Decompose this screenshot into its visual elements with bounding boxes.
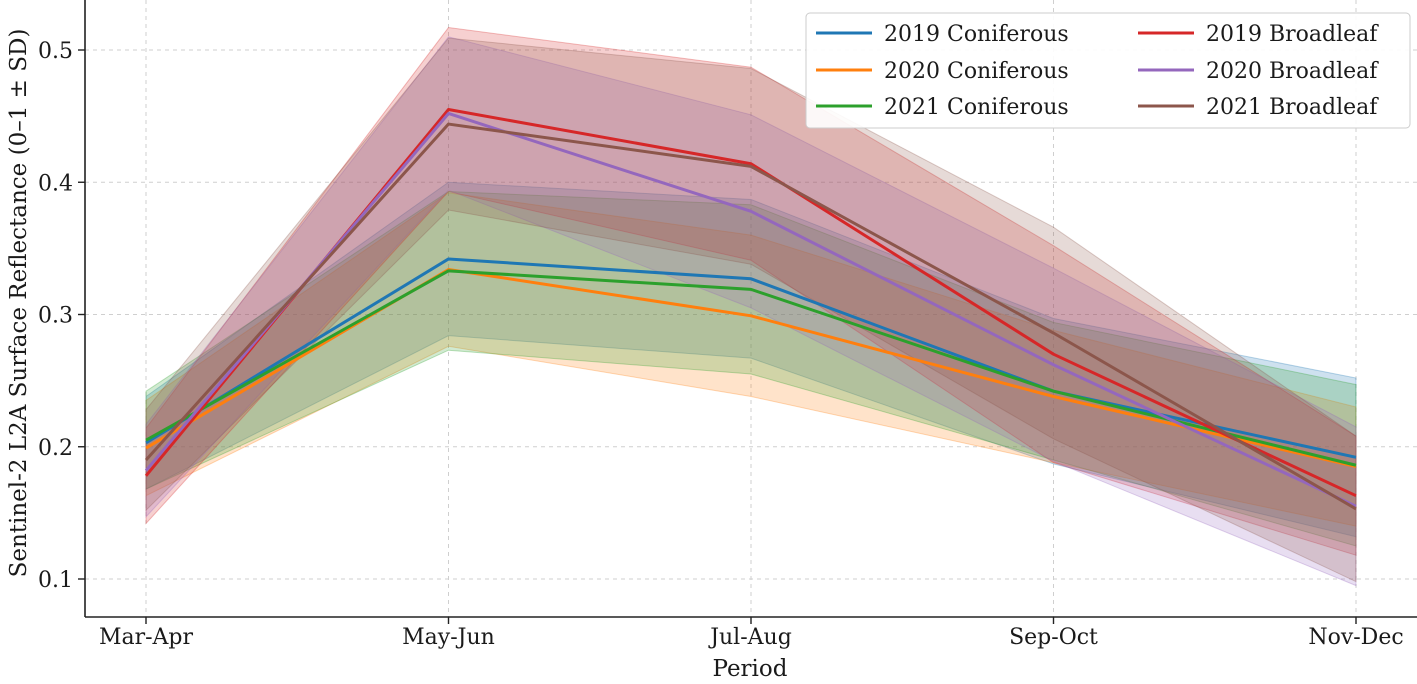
legend-label-2021-coniferous: 2021 Coniferous xyxy=(884,95,1069,120)
legend-label-2020-coniferous: 2020 Coniferous xyxy=(884,59,1069,84)
series-line-2021-coniferous xyxy=(145,269,1357,467)
y-tick-label: 0.1 xyxy=(38,568,73,593)
series-line-2020-broadleaf xyxy=(144,111,1357,508)
legend-label-2020-broadleaf: 2020 Broadleaf xyxy=(1206,59,1379,84)
y-tick-label: 0.2 xyxy=(38,436,73,461)
sd-band-2020-broadleaf xyxy=(145,36,1357,587)
x-tick-label: Mar-Apr xyxy=(99,625,194,650)
sd-band-2019-broadleaf xyxy=(145,26,1357,556)
legend-box xyxy=(805,12,1411,129)
sd-bands xyxy=(145,26,1357,587)
sd-band-2021-broadleaf xyxy=(145,37,1357,583)
legend: 2019 Coniferous 2020 Coniferous 2021 Conif… xyxy=(805,12,1411,129)
y-tick-label: 0.4 xyxy=(38,171,73,196)
legend-label-2019-coniferous: 2019 Coniferous xyxy=(884,22,1069,47)
sd-band-2021-coniferous xyxy=(145,191,1357,547)
x-tick-label: Nov-Dec xyxy=(1308,625,1403,650)
axes: 0.1 0.2 0.3 0.4 0.5 Mar-Apr May-Jun Jul-Aug Sep-… xyxy=(38,0,1417,650)
series-line-2021-broadleaf xyxy=(144,122,1357,511)
legend-label-2021-broadleaf: 2021 Broadleaf xyxy=(1206,95,1379,120)
x-tick-label: Jul-Aug xyxy=(708,625,792,650)
y-axis-label: Sentinel-2 L2A Surface Reflectance (0–1 … xyxy=(6,29,32,578)
legend-label-2019-broadleaf: 2019 Broadleaf xyxy=(1206,22,1379,47)
series-lines xyxy=(144,108,1357,511)
x-tick-label: Sep-Oct xyxy=(1009,625,1098,650)
series-line-2020-coniferous xyxy=(145,268,1357,469)
sd-band-2020-coniferous xyxy=(145,192,1357,527)
y-tick-label: 0.3 xyxy=(38,304,73,329)
x-axis-label: Period xyxy=(713,656,788,682)
x-tick-label: May-Jun xyxy=(402,625,495,650)
y-tick-label: 0.5 xyxy=(38,39,73,64)
